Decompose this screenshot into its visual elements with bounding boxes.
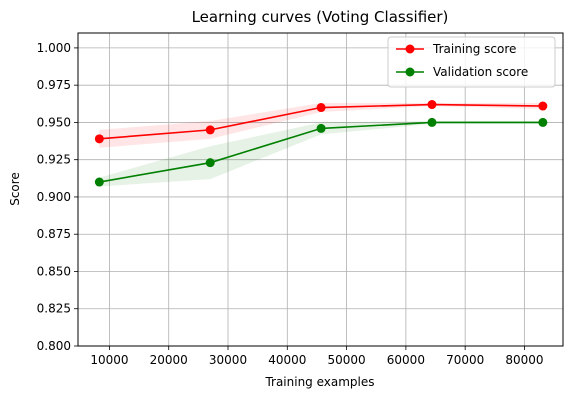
training-score-band <box>99 103 543 148</box>
validation-score-point <box>427 117 437 127</box>
y-tick-label: 0.825 <box>37 302 71 316</box>
x-tick-label: 70000 <box>446 353 484 367</box>
training-score-point <box>316 103 326 113</box>
validation-legend-marker <box>405 67 415 77</box>
validation-score-point <box>205 158 215 168</box>
y-axis-ticks: 0.800 0.825 0.850 0.875 0.900 0.925 0.950 0.975… <box>37 41 78 353</box>
y-tick-label: 0.950 <box>37 115 71 129</box>
x-tick-label: 40000 <box>268 353 306 367</box>
x-axis-ticks: 10000 20000 30000 40000 50000 60000 70000 80000 <box>90 346 544 367</box>
x-tick-label: 60000 <box>387 353 425 367</box>
legend-box <box>387 36 556 88</box>
x-tick-label: 50000 <box>327 353 365 367</box>
validation-score-band <box>99 120 543 187</box>
y-tick-label: 0.800 <box>37 339 71 353</box>
x-tick-label: 80000 <box>505 353 543 367</box>
training-score-point <box>538 101 548 111</box>
series-lines <box>94 100 548 187</box>
x-tick-label: 30000 <box>209 353 247 367</box>
y-tick-label: 0.975 <box>37 78 71 92</box>
y-tick-label: 0.875 <box>37 227 71 241</box>
training-legend-label: Training score <box>432 42 516 56</box>
training-score-point <box>427 100 437 110</box>
legend: Training score Validation score <box>387 36 556 88</box>
x-tick-label: 20000 <box>150 353 188 367</box>
training-score-point <box>205 125 215 135</box>
validation-score-point <box>538 117 548 127</box>
y-tick-label: 0.900 <box>37 190 71 204</box>
confidence-bands <box>99 103 543 187</box>
training-score-point <box>94 134 104 144</box>
validation-score-point <box>316 123 326 133</box>
plot-frame <box>77 32 564 347</box>
validation-score-point <box>94 177 104 187</box>
training-legend-marker <box>405 44 415 54</box>
y-tick-label: 0.925 <box>37 153 71 167</box>
x-tick-label: 10000 <box>90 353 128 367</box>
x-axis-label: Training examples <box>264 375 374 389</box>
y-tick-label: 1.000 <box>37 41 71 55</box>
y-tick-label: 0.850 <box>37 264 71 278</box>
validation-legend-label: Validation score <box>433 65 528 79</box>
chart-title: Learning curves (Voting Classifier) <box>192 8 449 26</box>
y-axis-label: Score <box>8 172 22 206</box>
